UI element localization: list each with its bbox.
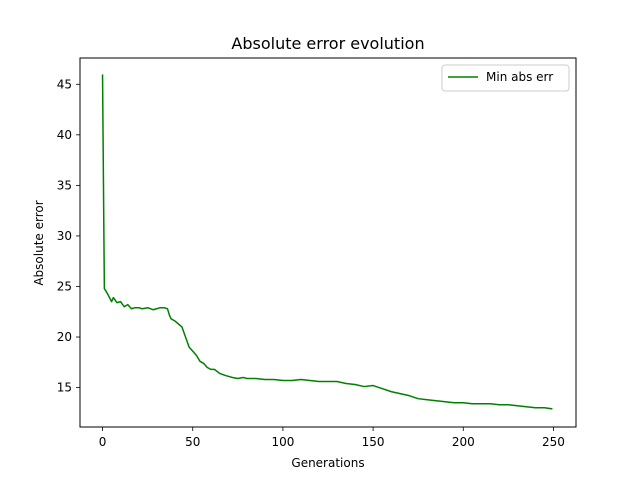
x-axis-label: Generations — [291, 456, 364, 470]
plot-area: 0 50 100 150 200 250 15 20 25 30 35 40 45 — [57, 57, 577, 449]
legend-label: Min abs err — [486, 70, 553, 84]
x-tick-label: 0 — [99, 435, 107, 449]
y-tick-label: 25 — [57, 279, 72, 293]
y-axis: 15 20 25 30 35 40 45 — [57, 77, 80, 395]
y-tick-label: 15 — [57, 381, 72, 395]
y-axis-label: Absolute error — [32, 200, 46, 285]
y-tick-label: 40 — [57, 128, 72, 142]
x-axis: 0 50 100 150 200 250 — [99, 427, 565, 449]
y-tick-label: 20 — [57, 330, 72, 344]
x-tick-label: 200 — [452, 435, 475, 449]
x-tick-label: 250 — [542, 435, 565, 449]
legend-box — [441, 64, 570, 92]
series-layer — [101, 74, 553, 410]
y-tick-label: 30 — [57, 229, 72, 243]
x-tick-label: 50 — [185, 435, 200, 449]
axes-frame — [79, 57, 577, 428]
series-line-min-abs-err — [101, 74, 553, 410]
x-tick-label: 100 — [271, 435, 294, 449]
legend: Min abs err — [441, 64, 570, 92]
y-tick-label: 45 — [57, 77, 72, 91]
y-tick-label: 35 — [57, 178, 72, 192]
chart-title: Absolute error evolution — [231, 34, 424, 53]
x-tick-label: 150 — [362, 435, 385, 449]
